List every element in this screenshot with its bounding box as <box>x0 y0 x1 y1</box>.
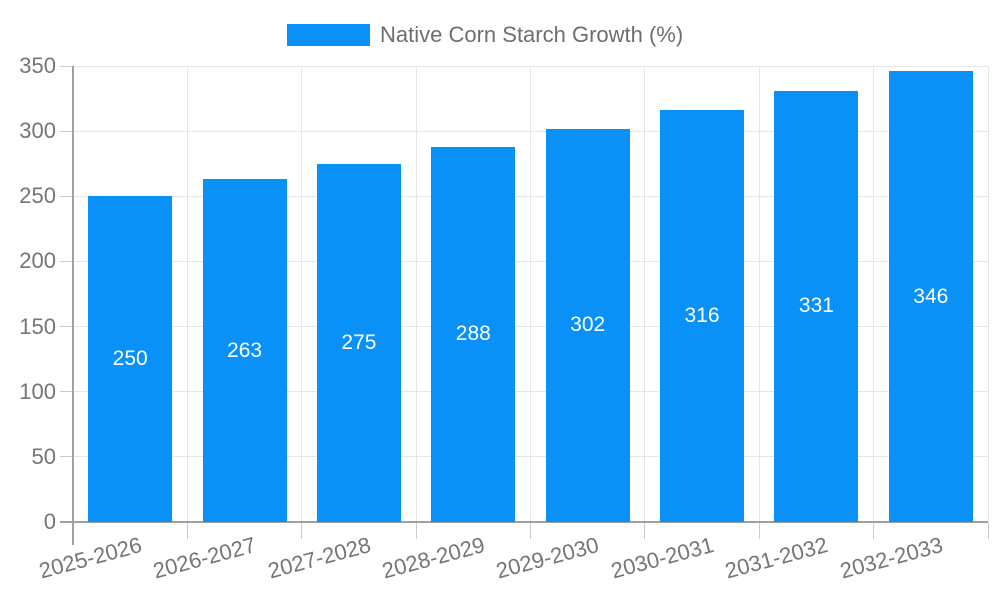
x-tick <box>530 523 531 539</box>
y-axis-label: 200 <box>19 248 56 274</box>
y-axis-line <box>72 66 74 545</box>
bar-value-label: 316 <box>684 304 720 328</box>
y-axis-label: 0 <box>43 509 56 534</box>
bar-value-label: 302 <box>570 313 606 337</box>
x-axis-label: 2026-2027 <box>150 532 259 584</box>
y-tick <box>60 130 73 132</box>
chart-legend: Native Corn Starch Growth (%) <box>287 22 683 48</box>
bar <box>316 163 401 522</box>
y-axis-label: 350 <box>19 53 56 78</box>
bar <box>774 90 859 522</box>
y-tick <box>60 391 73 393</box>
bar <box>202 179 287 522</box>
x-tick <box>186 523 188 539</box>
bar <box>88 196 173 522</box>
y-tick <box>60 456 73 458</box>
y-axis-label: 50 <box>31 443 56 469</box>
y-axis-label: 250 <box>19 183 56 209</box>
y-tick <box>60 195 73 197</box>
x-axis-label: 2032-2033 <box>836 532 946 584</box>
bar <box>545 128 630 522</box>
y-tick <box>60 260 73 262</box>
bar <box>888 71 973 522</box>
gridline-x <box>186 66 188 522</box>
legend-swatch <box>287 24 370 46</box>
x-tick <box>873 523 875 539</box>
x-tick <box>415 523 417 539</box>
y-axis-label: 100 <box>19 378 56 404</box>
bar-value-label: 275 <box>341 330 377 354</box>
x-tick <box>987 523 989 539</box>
bar-value-label: 346 <box>913 284 949 308</box>
x-axis-label: 2029-2030 <box>493 532 602 584</box>
bar-value-label: 250 <box>112 347 148 371</box>
x-axis-label: 2028-2029 <box>379 532 488 584</box>
x-tick <box>301 523 303 539</box>
bar <box>660 110 745 522</box>
gridline-x <box>758 66 760 522</box>
bar-value-label: 331 <box>798 294 834 318</box>
y-axis-label: 300 <box>19 118 56 144</box>
y-axis-label: 150 <box>19 313 56 339</box>
y-tick <box>60 65 73 67</box>
gridline-x <box>987 66 989 522</box>
gridline-x <box>301 66 303 522</box>
bar-value-label: 288 <box>455 322 491 346</box>
bar <box>431 146 516 522</box>
gridline-x <box>415 66 417 522</box>
gridline-x <box>644 66 646 522</box>
x-axis-label: 2027-2028 <box>265 532 374 584</box>
gridline-x <box>873 66 875 522</box>
x-axis-line <box>60 521 988 523</box>
x-tick <box>644 523 646 539</box>
x-axis-label: 2031-2032 <box>722 532 831 584</box>
x-tick <box>758 523 760 539</box>
x-axis-label: 2025-2026 <box>36 532 145 584</box>
legend-label: Native Corn Starch Growth (%) <box>380 22 684 47</box>
gridline-x <box>530 66 531 522</box>
y-tick <box>60 326 73 328</box>
x-axis-label: 2030-2031 <box>608 532 717 584</box>
bar-value-label: 263 <box>227 338 263 362</box>
